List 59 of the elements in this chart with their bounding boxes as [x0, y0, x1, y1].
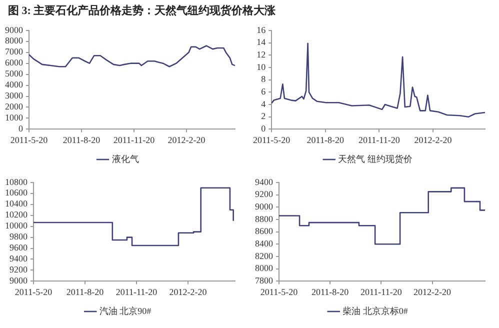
y-tick-label: 4 [261, 98, 266, 109]
x-tick-label: 2011-11-20 [360, 286, 402, 297]
y-tick-label: 6 [261, 86, 266, 97]
y-tick-label: 5000 [5, 68, 24, 79]
y-tick-label: 9200 [255, 189, 274, 200]
y-tick-label: 10400 [5, 198, 28, 209]
x-tick-label: 2011-11-20 [116, 286, 158, 297]
x-tick-label: 2011-8-20 [312, 286, 350, 297]
x-tick-label: 2011-11-20 [358, 134, 400, 145]
y-tick-label: 8200 [255, 250, 274, 261]
y-tick-label: 10800 [5, 176, 28, 187]
y-tick-label: 9000 [5, 24, 24, 35]
y-tick-label: 10600 [5, 188, 28, 198]
x-tick-label: 2012-2-20 [168, 134, 206, 145]
y-tick-label: 0 [18, 124, 24, 134]
x-tick-label: 2012-2-20 [169, 286, 208, 297]
x-tick-label: 2011-5-20 [10, 134, 48, 145]
legend-label: 液化气 [112, 154, 139, 164]
y-tick-label: 7000 [5, 46, 24, 57]
y-tick-label: 1000 [5, 112, 24, 123]
y-tick-label: 8 [261, 74, 266, 84]
y-tick-label: 14 [256, 37, 266, 48]
y-tick-label: 12 [256, 49, 266, 60]
y-tick-label: 9000 [255, 201, 274, 212]
x-tick-label: 2011-5-20 [14, 286, 53, 297]
y-tick-label: 0 [261, 124, 266, 134]
x-tick-label: 2011-8-20 [306, 134, 344, 145]
y-tick-label: 10200 [5, 210, 28, 220]
y-tick-label: 10 [256, 62, 266, 72]
y-tick-label: 9200 [10, 264, 28, 275]
y-tick-label: 8000 [5, 36, 24, 46]
y-tick-label: 10000 [5, 220, 28, 231]
y-tick-label: 4000 [5, 80, 24, 90]
y-tick-label: 8400 [255, 238, 274, 249]
x-tick-label: 2011-8-20 [66, 286, 104, 297]
y-tick-label: 3000 [5, 90, 24, 101]
y-tick-label: 8800 [255, 214, 274, 224]
y-tick-label: 8600 [255, 226, 274, 236]
y-tick-label: 6000 [5, 58, 24, 68]
y-tick-label: 7800 [255, 276, 274, 286]
y-tick-label: 9800 [10, 232, 28, 242]
y-tick-label: 8000 [255, 263, 274, 274]
y-tick-label: 2000 [5, 102, 24, 112]
legend-label: 汽油 北京90# [99, 306, 152, 316]
x-tick-label: 2011-11-20 [113, 134, 156, 145]
x-tick-label: 2012-2-20 [414, 286, 452, 297]
y-tick-label: 2 [261, 111, 266, 122]
x-tick-label: 2012-2-20 [414, 134, 452, 145]
x-tick-label: 2011-5-20 [252, 134, 291, 145]
x-tick-label: 2011-8-20 [62, 134, 101, 145]
y-tick-label: 16 [256, 24, 266, 35]
y-tick-label: 9400 [255, 176, 274, 187]
y-tick-label: 9600 [10, 242, 28, 253]
legend-label: 天然气 纽约现货价 [338, 154, 412, 164]
x-tick-label: 2011-5-20 [260, 286, 298, 297]
legend-label: 柴油 北京京标0# [342, 306, 408, 316]
chart-title: 图 3: 主要石化产品价格走势：天然气纽约现货价格大涨 [7, 4, 277, 19]
y-tick-label: 9000 [10, 276, 28, 286]
y-tick-label: 9400 [10, 254, 28, 264]
